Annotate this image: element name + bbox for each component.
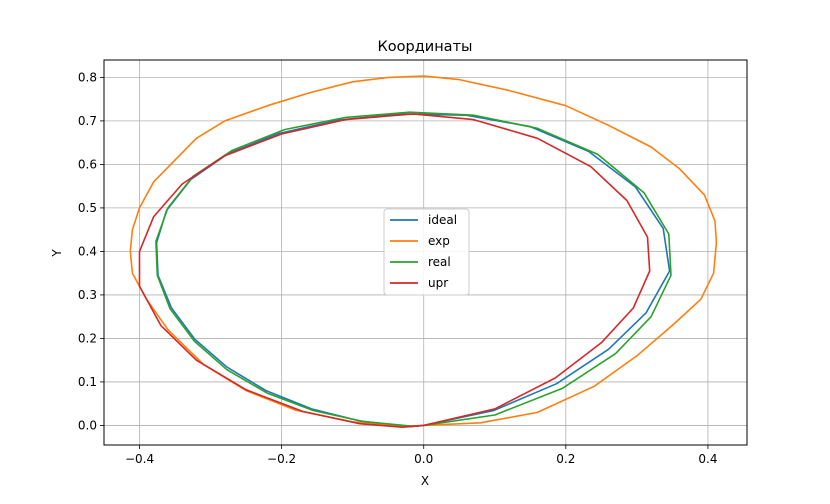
y-tick-label: 0.7 xyxy=(78,114,97,128)
y-tick-label: 0.6 xyxy=(78,157,97,171)
legend: ideal exp real upr xyxy=(383,208,470,296)
y-tick-label: 0.1 xyxy=(78,375,97,389)
x-axis-ticks: −0.4 −0.2 0.0 0.2 0.4 xyxy=(125,445,717,466)
y-tick-label: 0.3 xyxy=(78,288,97,302)
x-tick-label: −0.2 xyxy=(267,452,296,466)
y-tick-label: 0.0 xyxy=(78,418,97,432)
series-line-real xyxy=(155,111,672,428)
legend-label-upr: upr xyxy=(428,276,448,290)
x-tick-label: 0.0 xyxy=(414,452,433,466)
legend-box xyxy=(383,208,470,296)
y-axis-label: Y xyxy=(50,249,64,258)
legend-label-exp: exp xyxy=(428,234,450,248)
y-axis-ticks: 0.0 0.1 0.2 0.3 0.4 0.5 0.6 0.7 0.8 xyxy=(78,70,104,432)
series-line-upr xyxy=(138,113,651,429)
y-tick-label: 0.2 xyxy=(78,331,97,345)
x-tick-label: 0.4 xyxy=(698,452,717,466)
x-axis-label: X xyxy=(421,474,429,488)
y-tick-label: 0.4 xyxy=(78,244,97,258)
chart-title: Координаты xyxy=(378,39,473,55)
series-layer xyxy=(129,75,718,429)
series-line-ideal xyxy=(155,113,671,428)
legend-label-ideal: ideal xyxy=(428,213,457,227)
series-line-exp xyxy=(129,75,718,428)
y-tick-label: 0.8 xyxy=(78,70,97,84)
x-tick-label: −0.4 xyxy=(125,452,154,466)
axes-frame xyxy=(103,59,748,446)
legend-label-real: real xyxy=(428,255,451,269)
y-tick-label: 0.5 xyxy=(78,201,97,215)
x-tick-label: 0.2 xyxy=(556,452,575,466)
